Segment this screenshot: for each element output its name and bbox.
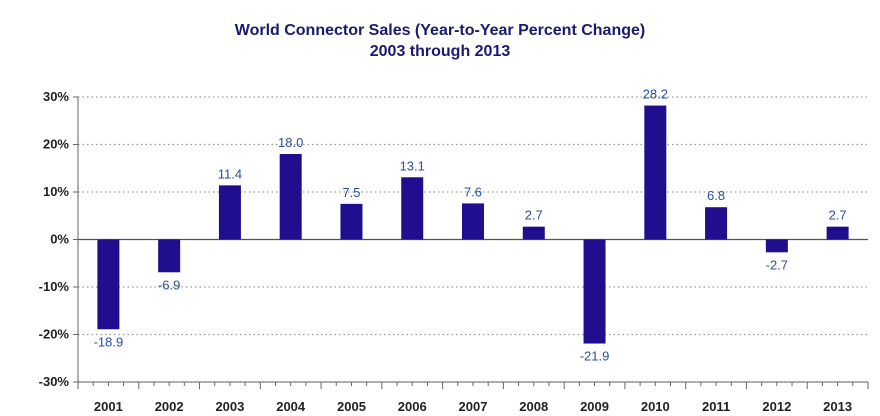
- x-tick-label: 2012: [762, 399, 791, 414]
- data-label: 11.4: [218, 166, 242, 181]
- bar-2009: [583, 239, 606, 344]
- bar-2006: [401, 177, 424, 240]
- x-tick-label: 2008: [519, 399, 548, 414]
- x-tick-label: 2009: [580, 399, 609, 414]
- data-label: 2.7: [525, 208, 543, 223]
- y-tick-label: -10%: [39, 279, 70, 294]
- data-label: 6.8: [707, 188, 725, 203]
- data-label: -21.9: [580, 349, 610, 364]
- bar-2002: [158, 239, 181, 273]
- data-label: 2.7: [829, 208, 847, 223]
- gridlines: [78, 96, 868, 383]
- bar-2013: [826, 226, 849, 240]
- data-label: 18.0: [278, 135, 303, 150]
- y-tick-label: -20%: [39, 327, 70, 342]
- bar-2003: [218, 185, 241, 240]
- axes: 30% 20% 10% 0% -10% -20% -30% 2001 2002 2003 2004 2…: [39, 89, 869, 414]
- x-tick-label: 2010: [641, 399, 670, 414]
- x-tick-label: 2013: [823, 399, 852, 414]
- x-tick-label: 2001: [94, 399, 123, 414]
- bar-2008: [522, 226, 545, 240]
- data-label: 7.5: [342, 185, 360, 200]
- bars: [97, 105, 849, 344]
- y-tick-label: -30%: [39, 374, 70, 389]
- y-tick-label: 20%: [43, 137, 69, 152]
- x-tick-label: 2004: [276, 399, 306, 414]
- y-tick-label: 10%: [43, 184, 69, 199]
- data-label: -18.9: [94, 334, 124, 349]
- x-tick-label: 2003: [215, 399, 244, 414]
- data-label: -6.9: [158, 277, 180, 292]
- x-tick-label: 2011: [702, 399, 730, 414]
- data-labels: -18.9 -6.9 11.4 18.0 7.5 13.1 7.6 2.7 -21.9 28.2 6…: [94, 87, 847, 364]
- x-tick-label: 2006: [398, 399, 427, 414]
- x-tick-label: 2002: [155, 399, 184, 414]
- x-tick-label: 2005: [337, 399, 366, 414]
- bar-2001: [97, 239, 120, 330]
- data-label: 13.1: [400, 158, 425, 173]
- y-tick-label: 30%: [43, 89, 69, 104]
- y-tick-label: 0%: [50, 232, 69, 247]
- bar-2010: [644, 105, 667, 240]
- data-label: -2.7: [766, 257, 788, 272]
- bar-2005: [340, 203, 363, 240]
- x-tick-label: 2007: [459, 399, 488, 414]
- chart-title: World Connector Sales (Year-to-Year Perc…: [234, 22, 646, 39]
- bar-2011: [705, 207, 728, 240]
- bar-2007: [462, 203, 484, 240]
- data-label: 28.2: [643, 87, 668, 102]
- bar-2004: [279, 154, 302, 240]
- data-label: 7.6: [464, 184, 482, 199]
- chart-subtitle: 2003 through 2013: [369, 43, 511, 60]
- bar-2012: [765, 239, 788, 253]
